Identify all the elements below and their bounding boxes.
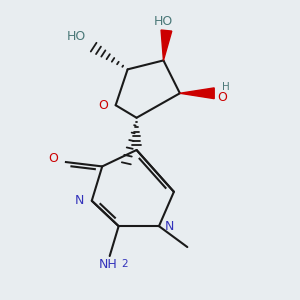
Text: O: O [49, 152, 58, 166]
Text: HO: HO [67, 29, 86, 43]
Text: N: N [75, 194, 84, 207]
Text: NH: NH [99, 257, 118, 271]
Text: 2: 2 [122, 259, 128, 269]
Text: HO: HO [154, 15, 173, 28]
Polygon shape [161, 30, 172, 60]
Polygon shape [180, 88, 214, 99]
Text: O: O [98, 99, 108, 112]
Text: O: O [217, 91, 227, 104]
Text: H: H [222, 82, 230, 92]
Text: N: N [165, 220, 174, 232]
